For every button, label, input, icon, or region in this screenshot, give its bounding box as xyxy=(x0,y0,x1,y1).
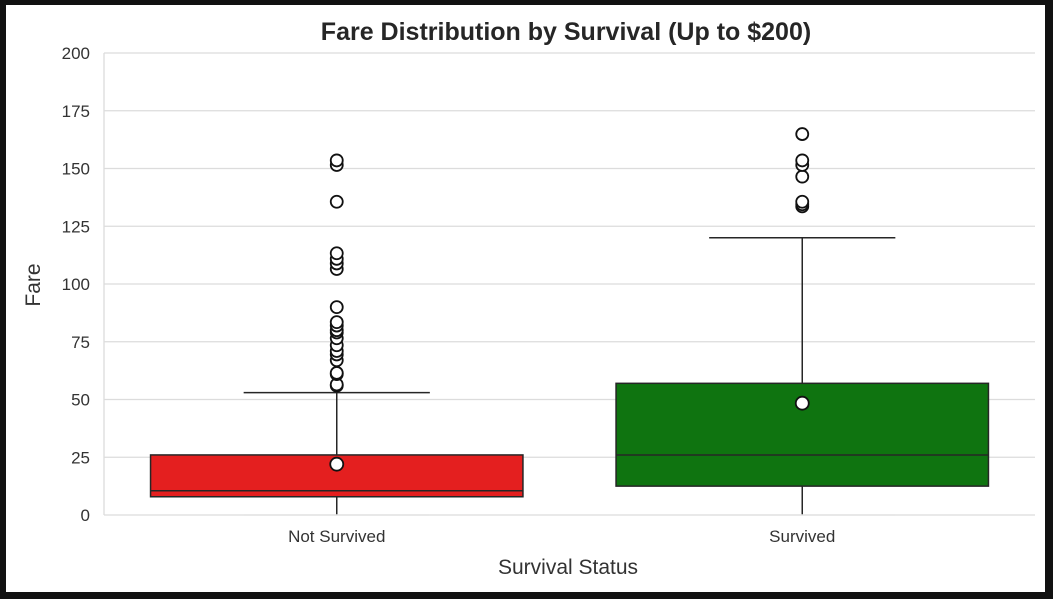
x-tick-label: Survived xyxy=(769,527,835,546)
outlier-point xyxy=(329,315,344,330)
mean-marker xyxy=(794,395,810,411)
y-tick-label: 25 xyxy=(71,448,90,467)
box-group xyxy=(149,153,524,516)
outlier-point xyxy=(795,169,810,184)
box-plot-chart: Fare Distribution by Survival (Up to $20… xyxy=(22,18,1035,579)
y-tick-label: 200 xyxy=(62,44,90,63)
y-tick-label: 50 xyxy=(71,391,90,410)
y-tick-label: 150 xyxy=(62,160,90,179)
x-axis-label: Survival Status xyxy=(498,556,638,579)
outlier-point xyxy=(795,153,810,168)
y-tick-label: 100 xyxy=(62,275,90,294)
y-tick-label: 0 xyxy=(81,506,90,525)
box-group xyxy=(615,127,990,516)
mean-marker xyxy=(329,456,345,472)
outlier-point xyxy=(329,300,344,315)
outlier-point xyxy=(329,366,344,380)
y-axis-label: Fare xyxy=(22,263,45,306)
outlier-point xyxy=(329,246,344,261)
outlier-point xyxy=(329,153,344,168)
outlier-point xyxy=(795,194,810,209)
chart-title: Fare Distribution by Survival (Up to $20… xyxy=(321,18,811,46)
x-tick-label: Not Survived xyxy=(288,527,385,546)
y-tick-label: 125 xyxy=(62,217,90,236)
chart-frame: Fare Distribution by Survival (Up to $20… xyxy=(6,5,1045,592)
outlier-point xyxy=(795,127,810,141)
y-tick-label: 75 xyxy=(71,333,90,352)
y-tick-label: 175 xyxy=(62,102,90,121)
outlier-point xyxy=(329,194,344,209)
